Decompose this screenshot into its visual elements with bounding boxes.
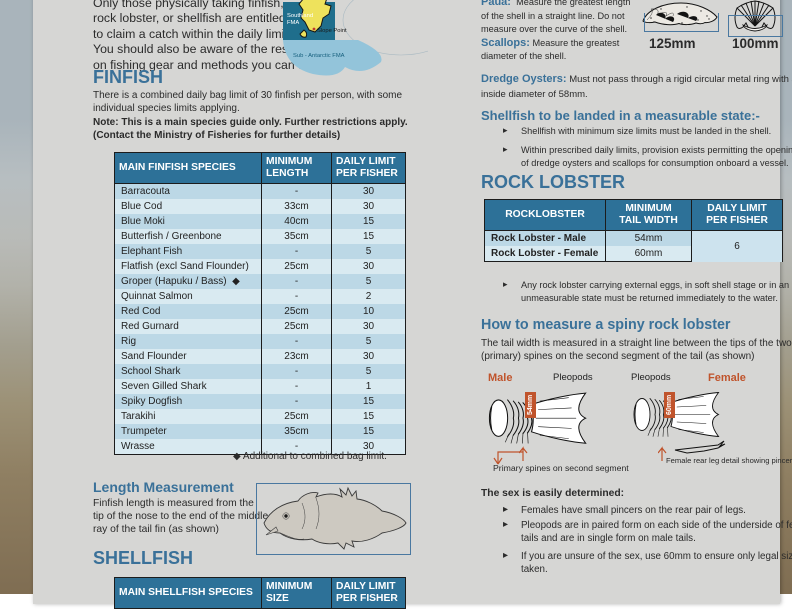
- svg-text:Sub - Antarctic FMA: Sub - Antarctic FMA: [293, 53, 345, 59]
- svg-text:Southland: Southland: [287, 13, 313, 19]
- svg-text:FMA: FMA: [287, 20, 299, 26]
- svg-text:Slope Point: Slope Point: [317, 28, 347, 34]
